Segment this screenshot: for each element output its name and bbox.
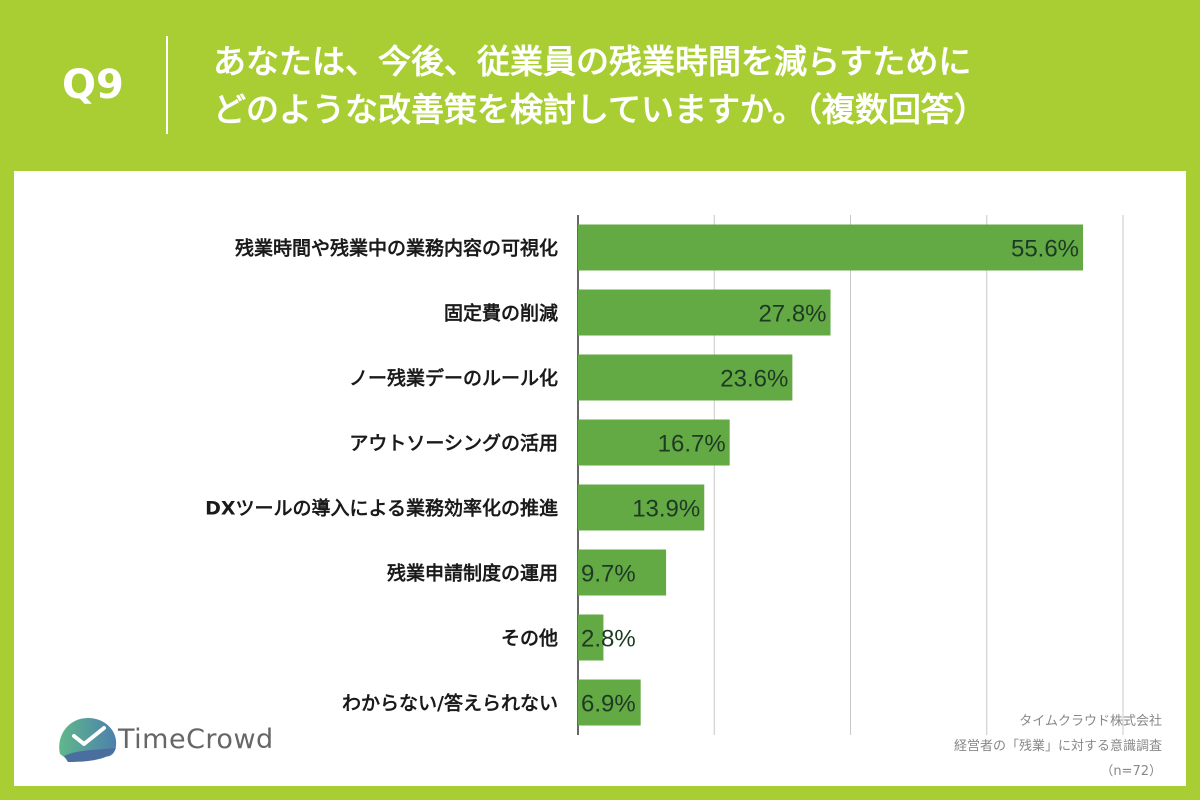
bar-3 (578, 419, 730, 466)
value-label-2: 23.6% (720, 366, 788, 393)
category-label-1: 固定費の削減 (444, 302, 558, 325)
value-label-0: 55.6% (1011, 236, 1079, 263)
brand-name: TimeCrowd (118, 724, 274, 755)
question-number: Q9 (62, 62, 124, 108)
timecrowd-logo-icon (59, 718, 117, 762)
category-label-6: その他 (501, 627, 558, 650)
header-divider (166, 36, 168, 134)
category-labels: 残業時間や残業中の業務内容の可視化固定費の削減ノー残業デーのルール化アウトソーシ… (205, 237, 558, 715)
bar-0 (578, 224, 1084, 271)
source-company: タイムクラウド株式会社 (1019, 714, 1162, 729)
question-title-line-2: どのような改善策を検討していますか。（複数回答） (213, 90, 987, 129)
question-title-line-1: あなたは、今後、従業員の残業時間を減らすために (213, 42, 972, 81)
chart-panel: 残業時間や残業中の業務内容の可視化固定費の削減ノー残業デーのルール化 アウトソーシ… (14, 171, 1186, 786)
source-sample-size: （n=72） (1100, 764, 1162, 779)
value-label-3: 16.7% (658, 431, 726, 458)
bar-2 (578, 354, 793, 401)
value-label-4: 13.9% (632, 496, 700, 523)
bars (578, 224, 1084, 726)
category-label-0: 残業時間や残業中の業務内容の可視化 (235, 237, 558, 260)
header: Q9 あなたは、今後、従業員の残業時間を減らすために どのような改善策を検討して… (0, 0, 1200, 170)
bar-7 (578, 679, 641, 726)
category-label-3: アウトソーシングの活用 (349, 432, 558, 455)
category-label-5: 残業申請制度の運用 (387, 562, 558, 585)
question-title: あなたは、今後、従業員の残業時間を減らすために どのような改善策を検討しています… (213, 38, 1173, 134)
bar-6 (578, 614, 604, 661)
value-label-6: 2.8% (581, 626, 636, 653)
value-label-7: 6.9% (581, 691, 636, 718)
source-credit: タイムクラウド株式会社 経営者の「残業」に対する意識調査 （n=72） (954, 709, 1162, 784)
category-label-4: DXツールの導入による業務効率化の推進 (205, 497, 558, 520)
category-label-2: ノー残業デーのルール化 (349, 367, 558, 390)
category-label-7: わからない/答えられない (342, 692, 558, 715)
bar-1 (578, 289, 831, 336)
bar-5 (578, 549, 667, 596)
value-label-1: 27.8% (758, 301, 826, 328)
bar-4 (578, 484, 705, 531)
source-survey: 経営者の「残業」に対する意識調査 (953, 739, 1162, 754)
value-labels: 55.6% 27.8% 23.6% 16.7% 13.9% 9.7% 2.8% 6.9% (581, 236, 1079, 718)
value-label-5: 9.7% (581, 561, 636, 588)
bar-chart: 残業時間や残業中の業務内容の可視化固定費の削減ノー残業デーのルール化アウトソーシ… (205, 215, 1124, 735)
